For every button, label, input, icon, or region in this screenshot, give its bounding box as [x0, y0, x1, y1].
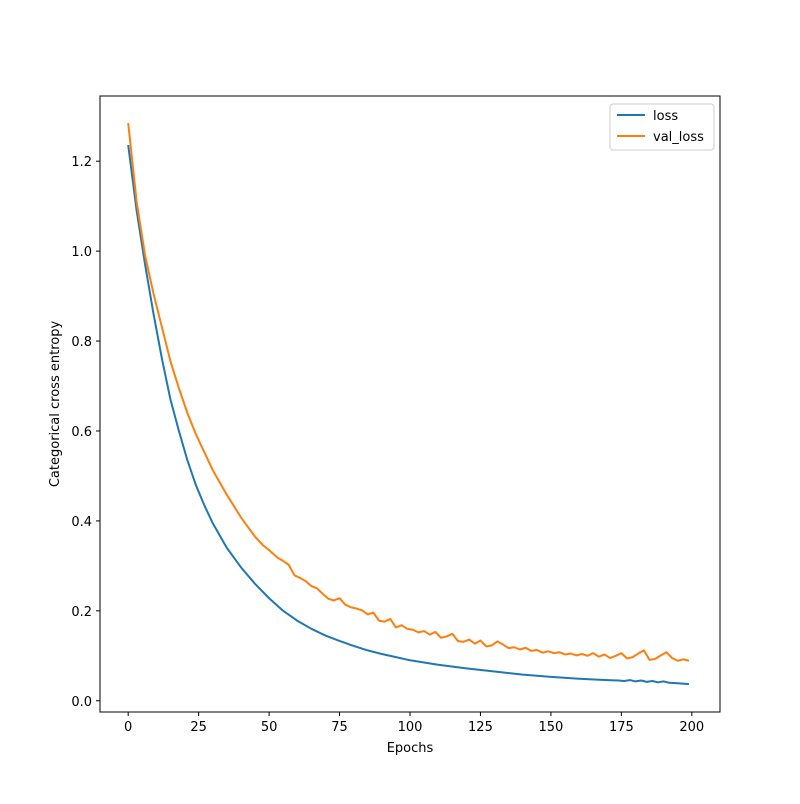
x-tick-label: 75: [331, 720, 348, 735]
x-tick-label: 25: [190, 720, 207, 735]
x-tick-label: 0: [124, 720, 132, 735]
axes-frame: [99, 95, 721, 713]
x-tick-label: 150: [538, 720, 563, 735]
x-tick-label: 175: [609, 720, 634, 735]
y-axis-ticks: 0.0 0.2 0.4 0.6 0.8 1.0 1.2: [71, 155, 100, 710]
y-axis-label: Categorical cross entropy: [48, 321, 63, 488]
x-tick-label: 50: [261, 720, 278, 735]
plot-area: [127, 122, 690, 686]
x-tick-label: 100: [398, 720, 423, 735]
y-tick-label: 0.0: [71, 695, 92, 710]
series-line-loss: [127, 144, 690, 686]
legend-label-val-loss: val_loss: [653, 130, 704, 145]
x-axis-label: Epochs: [387, 741, 434, 756]
y-tick-label: 1.2: [71, 155, 92, 170]
y-tick-label: 0.8: [71, 335, 92, 350]
x-tick-label: 125: [468, 720, 493, 735]
series-line-val-loss: [127, 122, 690, 662]
y-tick-label: 0.2: [71, 605, 92, 620]
x-tick-label: 200: [679, 720, 704, 735]
legend: loss val_loss: [609, 103, 715, 151]
y-tick-label: 0.4: [71, 515, 92, 530]
legend-label-loss: loss: [653, 109, 678, 124]
y-tick-label: 0.6: [71, 425, 92, 440]
y-tick-label: 1.0: [71, 245, 92, 260]
x-axis-ticks: 0 25 50 75 100 125 150 175 200: [124, 712, 704, 735]
